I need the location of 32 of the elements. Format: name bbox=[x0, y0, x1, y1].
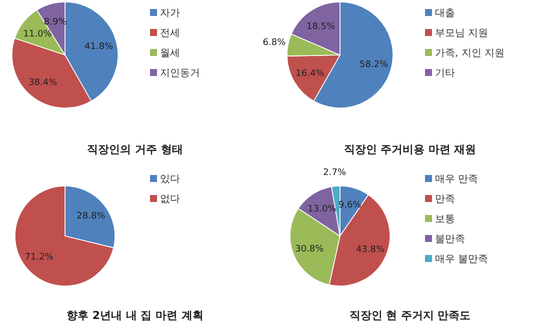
legend-label: 보통 bbox=[435, 214, 455, 225]
data-label: 41.8% bbox=[84, 42, 114, 52]
legend-label: 전세 bbox=[160, 28, 180, 39]
legend-label: 기타 bbox=[435, 68, 455, 79]
data-label: 58.2% bbox=[360, 60, 389, 70]
legend-label: 지인동거 bbox=[160, 68, 200, 79]
data-label: 18.5% bbox=[306, 22, 336, 32]
legend-label: 가족, 지인 지원 bbox=[435, 48, 505, 59]
text: 직장인 현 주거지 만족도 bbox=[349, 309, 471, 322]
legend-label: 자가 bbox=[160, 8, 180, 19]
data-label: 43.8% bbox=[356, 245, 385, 256]
data-label: 2.7% bbox=[323, 168, 346, 178]
text: 직장인 주거비용 마련 재원 bbox=[344, 143, 476, 156]
text: 향후 2년내 내 집 마련 계획 bbox=[66, 309, 204, 322]
legend-label: 없다 bbox=[160, 194, 180, 205]
data-label: 16.4% bbox=[296, 68, 325, 79]
data-label: 28.8% bbox=[76, 212, 106, 222]
legend-label: 있다 bbox=[160, 174, 180, 185]
data-label: 11.0% bbox=[23, 29, 52, 40]
data-label: 71.2% bbox=[24, 252, 54, 262]
legend-label: 매우 만족 bbox=[435, 174, 478, 185]
legend-label: 매우 불만족 bbox=[435, 254, 488, 265]
data-label: 38.4% bbox=[28, 78, 58, 88]
legend-label: 부모님 지원 bbox=[435, 28, 488, 39]
data-label: 6.8% bbox=[262, 38, 286, 48]
text: 직장인의 거주 형태 bbox=[87, 143, 183, 156]
legend-label: 대출 bbox=[435, 8, 455, 19]
data-label: 30.8% bbox=[295, 244, 324, 254]
pie-slice bbox=[14, 186, 114, 286]
legend-label: 만족 bbox=[435, 194, 455, 205]
legend-label: 월세 bbox=[160, 48, 180, 59]
legend-label: 불만족 bbox=[435, 234, 465, 245]
